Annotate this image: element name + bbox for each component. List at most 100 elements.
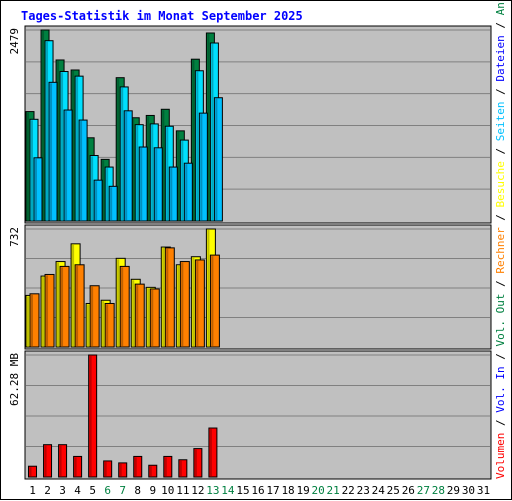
- legend-entry-rechner: Rechner: [494, 227, 507, 274]
- x-tick-label-21: 21: [327, 484, 340, 497]
- bar-shade: [185, 164, 188, 220]
- bar-shade: [207, 230, 210, 346]
- bar-shade: [166, 127, 169, 220]
- legend-entry-dateien: Dateien: [494, 35, 507, 81]
- bar-shade: [61, 72, 64, 220]
- bar-volumen-day-13: [208, 427, 218, 478]
- x-tick-label-23: 23: [357, 484, 370, 497]
- x-tick-label-25: 25: [387, 484, 400, 497]
- bar-shade: [134, 457, 137, 476]
- bar-shade: [121, 87, 124, 220]
- x-tick-label-11: 11: [176, 484, 189, 497]
- x-tick-label-7: 7: [119, 484, 126, 497]
- legend-separator: /: [494, 207, 507, 227]
- x-tick-label-15: 15: [236, 484, 249, 497]
- bar-shade: [91, 156, 94, 220]
- bar-shade: [72, 244, 75, 346]
- bar-seiten-day-11: [183, 162, 193, 222]
- bar-volumen-day-2: [43, 444, 53, 478]
- bar-rechner-day-4: [74, 264, 85, 348]
- right-legend: Volumen / Vol. In / Vol. Out / Rechner /…: [494, 1, 507, 479]
- bar-shade: [44, 445, 47, 476]
- bar-shade: [196, 71, 199, 220]
- bar-shade: [170, 168, 173, 220]
- series-seiten: [33, 81, 223, 222]
- bar-rechner-day-3: [59, 265, 70, 348]
- bar-shade: [35, 158, 37, 220]
- x-tick-label-29: 29: [447, 484, 460, 497]
- bar-seiten-day-8: [138, 146, 148, 222]
- x-tick-label-17: 17: [266, 484, 279, 497]
- bar-seiten-day-12: [198, 112, 208, 222]
- bar-seiten-day-6: [108, 185, 118, 222]
- bar-shade: [147, 116, 150, 220]
- x-tick-label-26: 26: [402, 484, 415, 497]
- bar-shade: [181, 262, 184, 346]
- bar-volumen-day-12: [193, 448, 203, 478]
- bar-shade: [136, 285, 139, 346]
- bar-volumen-day-10: [163, 455, 173, 478]
- bar-rechner-day-8: [134, 283, 145, 348]
- bar-shade: [106, 168, 109, 220]
- bar-shade: [155, 148, 158, 220]
- bar-shade: [87, 138, 90, 220]
- bar-seiten-day-2: [48, 81, 58, 222]
- bar-seiten-day-1: [33, 157, 43, 222]
- bar-volumen-day-9: [148, 464, 158, 478]
- bar-rechner-day-9: [149, 288, 160, 348]
- bar-volumen-day-6: [103, 460, 113, 478]
- bar-shade: [119, 463, 122, 476]
- bar-shade: [177, 131, 180, 220]
- bar-rechner-day-5: [89, 285, 100, 348]
- bar-shade: [61, 267, 64, 346]
- bar-shade: [42, 277, 45, 346]
- legend-entry-besuche: Besuche: [494, 161, 507, 207]
- series-volumen: [28, 354, 218, 478]
- x-tick-label-18: 18: [281, 484, 294, 497]
- x-tick-label-27: 27: [417, 484, 430, 497]
- y-max-label: 732: [8, 227, 21, 247]
- x-tick-label-20: 20: [312, 484, 325, 497]
- bar-seiten-day-4: [78, 119, 88, 222]
- legend-separator: /: [494, 274, 507, 294]
- bar-shade: [164, 457, 167, 476]
- bar-shade: [87, 304, 90, 346]
- bar-rechner-day-6: [104, 302, 115, 348]
- bar-seiten-day-10: [168, 166, 178, 222]
- bar-volumen-day-7: [118, 462, 128, 478]
- legend-separator: /: [494, 141, 507, 161]
- bar-shade: [117, 78, 120, 220]
- chart-panels: 2479 732 62.28 MB: [8, 25, 492, 480]
- x-tick-label-30: 30: [462, 484, 475, 497]
- bar-shade: [215, 98, 218, 220]
- bar-shade: [162, 110, 165, 220]
- bar-shade: [57, 262, 60, 346]
- bar-shade: [80, 121, 83, 220]
- bar-shade: [147, 288, 150, 346]
- x-tick-label-2: 2: [44, 484, 51, 497]
- y-max-label: 2479: [8, 28, 21, 55]
- bar-seiten-day-9: [153, 147, 163, 222]
- bar-shade: [207, 34, 210, 221]
- x-tick-label-22: 22: [342, 484, 355, 497]
- bar-shade: [200, 114, 203, 220]
- x-tick-label-3: 3: [59, 484, 66, 497]
- x-tick-label-6: 6: [104, 484, 111, 497]
- bar-seiten-day-7: [123, 110, 133, 222]
- panel-requests: 2479: [8, 25, 492, 224]
- bar-shade: [89, 356, 92, 476]
- bar-volumen-day-5: [88, 354, 98, 478]
- legend-entry-anfragen: Anfragen: [494, 1, 507, 15]
- bar-shade: [132, 118, 135, 220]
- legend-entry-vol-in: Vol. In: [494, 366, 507, 412]
- bar-shade: [140, 148, 143, 220]
- bar-shade: [166, 248, 169, 346]
- bar-volumen-day-4: [73, 455, 83, 478]
- bar-shade: [95, 181, 98, 220]
- bar-shade: [209, 429, 212, 476]
- bar-shade: [110, 187, 113, 220]
- bar-shade: [121, 267, 124, 346]
- panel-visits: 732: [8, 224, 492, 350]
- bar-rechner-day-7: [119, 265, 130, 348]
- bar-shade: [162, 248, 165, 346]
